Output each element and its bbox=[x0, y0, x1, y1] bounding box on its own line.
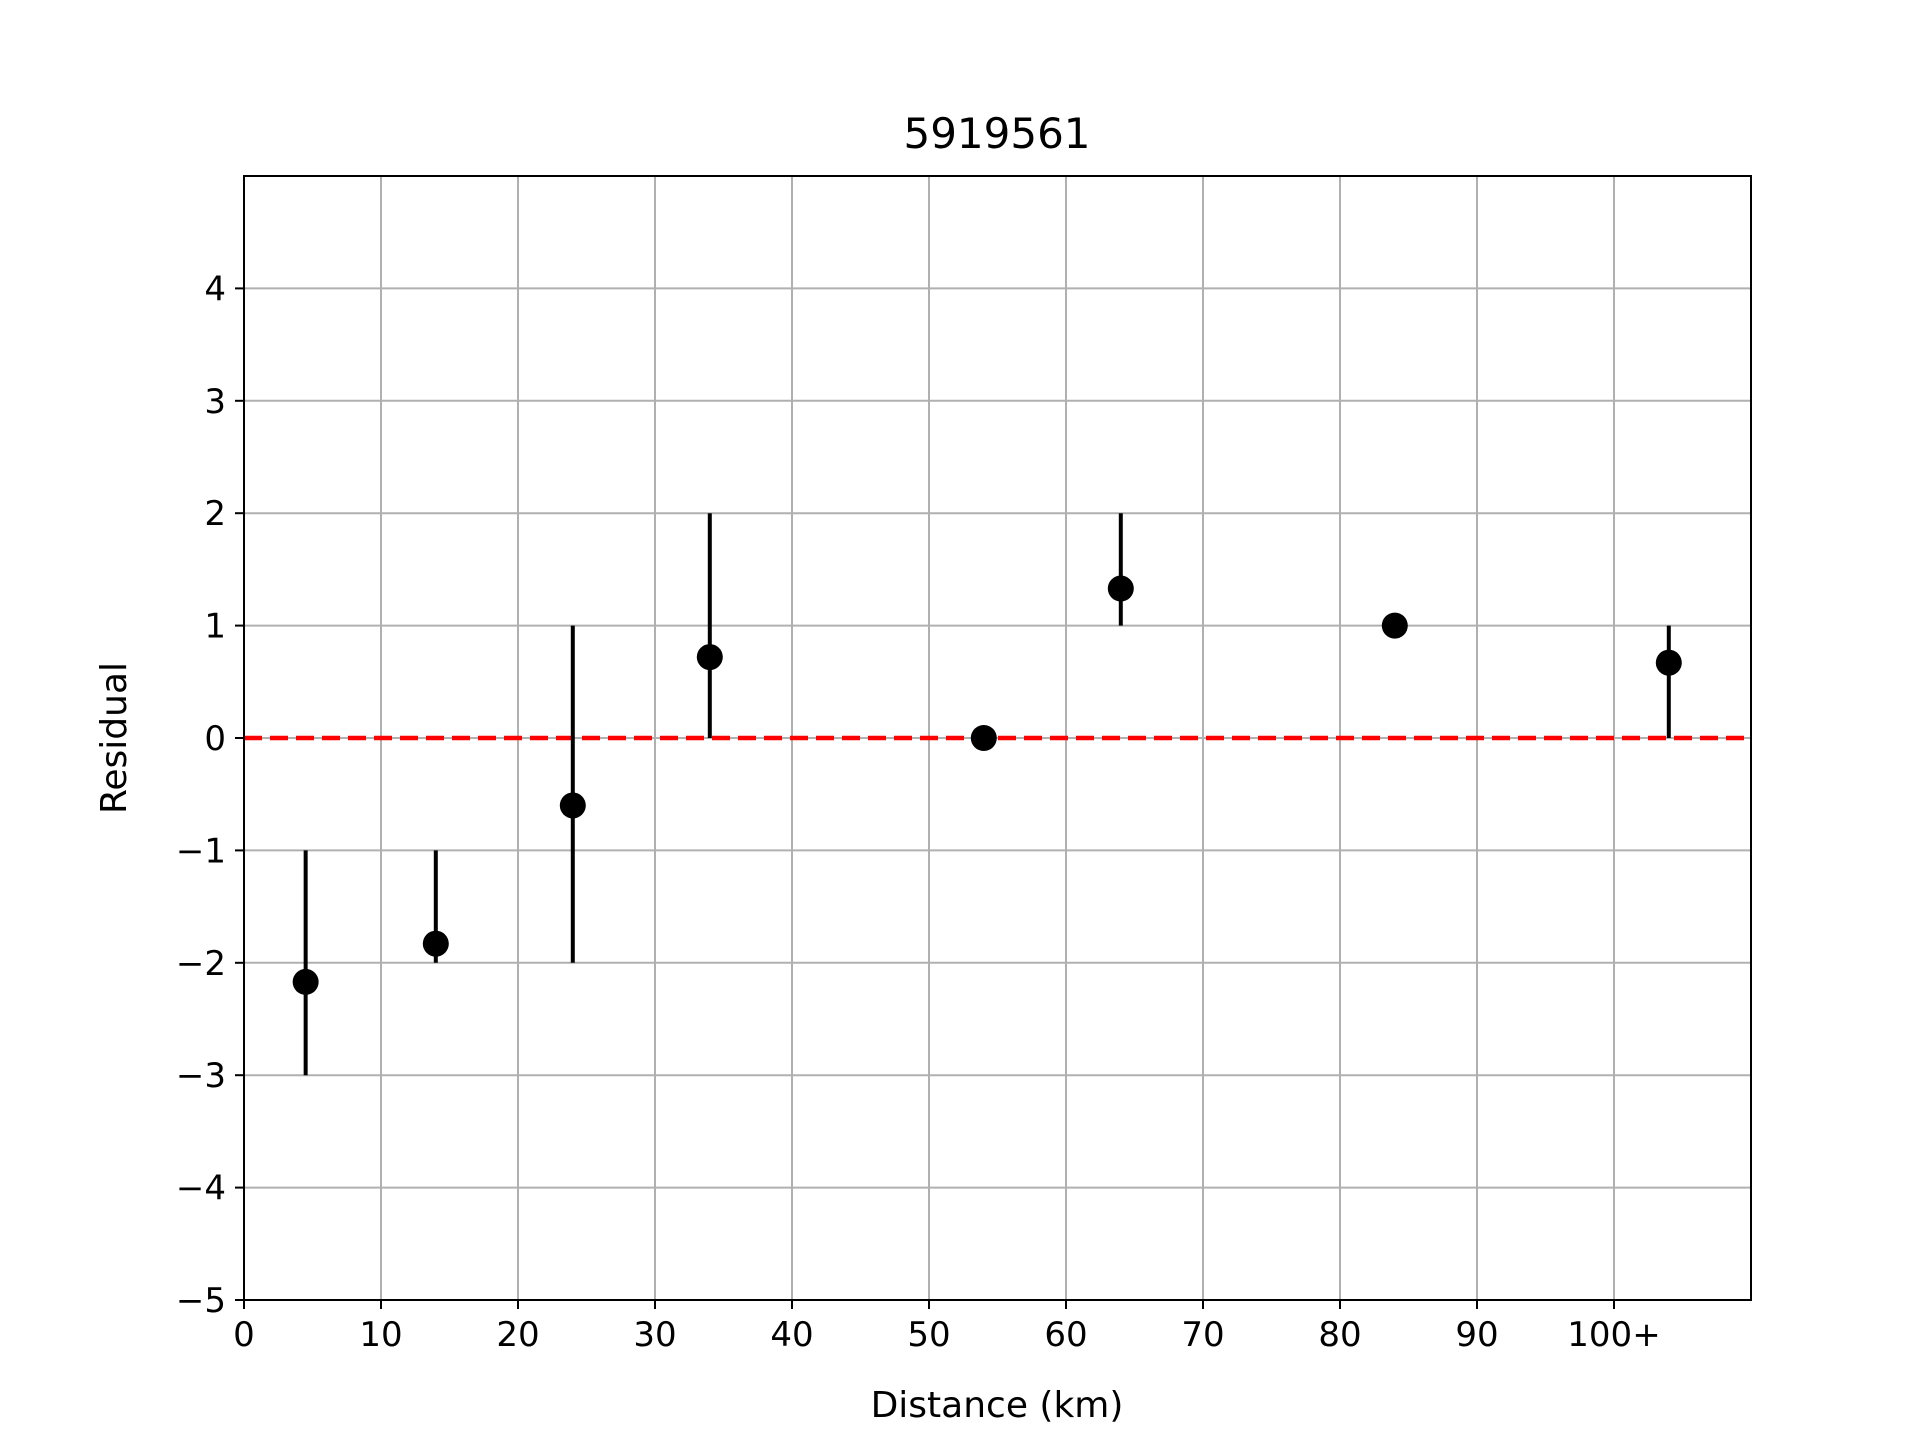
x-tick-label: 40 bbox=[770, 1315, 813, 1355]
y-tick-label: −5 bbox=[176, 1281, 226, 1321]
y-axis-label: Residual bbox=[94, 662, 135, 814]
y-tick-label: −2 bbox=[176, 944, 226, 984]
y-tick-label: −3 bbox=[176, 1056, 226, 1096]
x-tick-label: 80 bbox=[1318, 1315, 1361, 1355]
data-point bbox=[1655, 649, 1682, 676]
data-point bbox=[559, 792, 586, 819]
grid bbox=[243, 176, 1751, 1301]
x-tick-label: 50 bbox=[907, 1315, 950, 1355]
y-tick-label: 2 bbox=[204, 494, 226, 534]
y-tick-label: 1 bbox=[204, 607, 226, 647]
data-point bbox=[292, 968, 319, 995]
data-point bbox=[422, 930, 449, 957]
x-tick-label: 70 bbox=[1181, 1315, 1224, 1355]
x-tick-label: 20 bbox=[496, 1315, 539, 1355]
data-layer bbox=[292, 513, 1682, 1076]
y-tick-label: −1 bbox=[176, 831, 226, 871]
x-tick-label: 10 bbox=[359, 1315, 402, 1355]
x-tick-label: 90 bbox=[1455, 1315, 1498, 1355]
y-tick-label: −4 bbox=[176, 1169, 226, 1209]
data-point bbox=[970, 725, 997, 751]
data-point bbox=[1107, 575, 1134, 602]
chart-title: 5919561 bbox=[903, 109, 1090, 158]
x-axis-label: Distance (km) bbox=[871, 1385, 1124, 1426]
y-tick-label: 0 bbox=[204, 719, 226, 759]
data-point bbox=[1381, 612, 1408, 639]
y-tick-label: 4 bbox=[204, 269, 226, 309]
x-tick-label: 0 bbox=[233, 1315, 255, 1355]
x-tick-label: 100+ bbox=[1567, 1315, 1660, 1355]
x-tick-label: 60 bbox=[1044, 1315, 1087, 1355]
y-tick-label: 3 bbox=[204, 382, 226, 422]
data-point bbox=[696, 644, 723, 671]
x-tick-label: 30 bbox=[633, 1315, 676, 1355]
